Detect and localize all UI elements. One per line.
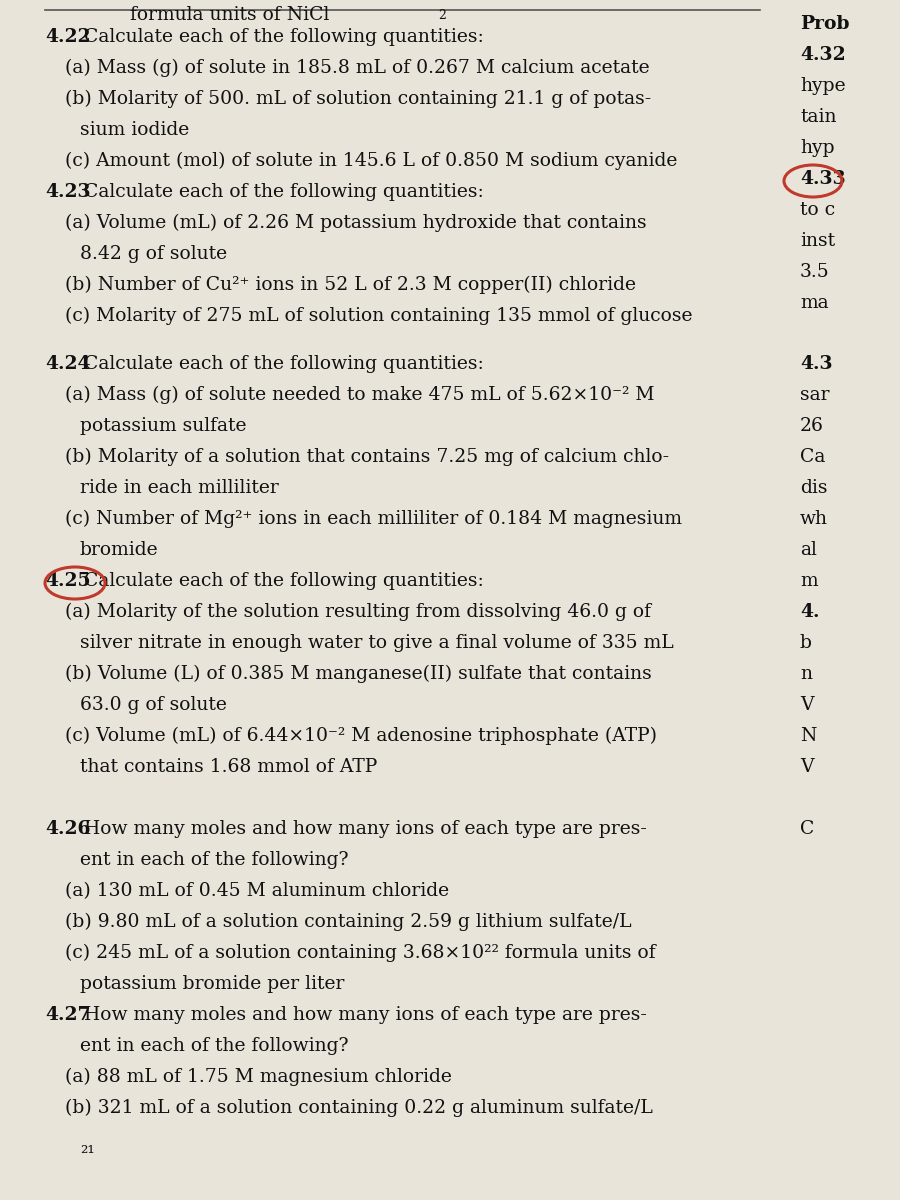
- Text: (b) 9.80 mL of a solution containing 2.59 g lithium sulfate/L: (b) 9.80 mL of a solution containing 2.5…: [65, 913, 632, 931]
- Text: Calculate each of the following quantities:: Calculate each of the following quantiti…: [78, 355, 484, 373]
- Text: (c) Amount (mol) of solute in 145.6 L of 0.850 M sodium cyanide: (c) Amount (mol) of solute in 145.6 L of…: [65, 152, 678, 170]
- Text: (a) Mass (g) of solute in 185.8 mL of 0.267 M calcium acetate: (a) Mass (g) of solute in 185.8 mL of 0.…: [65, 59, 650, 77]
- Text: potassium sulfate: potassium sulfate: [80, 416, 247, 434]
- Text: dis: dis: [800, 479, 827, 497]
- Text: ma: ma: [800, 294, 829, 312]
- Text: Calculate each of the following quantities:: Calculate each of the following quantiti…: [78, 572, 484, 590]
- Text: bromide: bromide: [80, 541, 158, 559]
- Text: hype: hype: [800, 77, 846, 95]
- Text: potassium bromide per liter: potassium bromide per liter: [80, 974, 345, 994]
- Text: to c: to c: [800, 200, 835, 218]
- Text: How many moles and how many ions of each type are pres-: How many moles and how many ions of each…: [78, 820, 647, 838]
- Text: ²¹: ²¹: [80, 1145, 94, 1163]
- Text: wh: wh: [800, 510, 828, 528]
- Text: 4.: 4.: [800, 602, 820, 622]
- Text: (b) Number of Cu²⁺ ions in 52 L of 2.3 M copper(II) chloride: (b) Number of Cu²⁺ ions in 52 L of 2.3 M…: [65, 276, 636, 294]
- Text: Calculate each of the following quantities:: Calculate each of the following quantiti…: [78, 182, 484, 200]
- Text: 3.5: 3.5: [800, 263, 830, 281]
- Text: 2: 2: [438, 8, 446, 22]
- Text: tain: tain: [800, 108, 836, 126]
- Text: (c) Molarity of 275 mL of solution containing 135 mmol of glucose: (c) Molarity of 275 mL of solution conta…: [65, 307, 692, 325]
- Text: N: N: [800, 727, 816, 745]
- Text: 63.0 g of solute: 63.0 g of solute: [80, 696, 227, 714]
- Text: C: C: [800, 820, 814, 838]
- Text: sar: sar: [800, 386, 830, 404]
- Text: How many moles and how many ions of each type are pres-: How many moles and how many ions of each…: [78, 1006, 647, 1024]
- Text: (c) Volume (mL) of 6.44×10⁻² M adenosine triphosphate (ATP): (c) Volume (mL) of 6.44×10⁻² M adenosine…: [65, 727, 657, 745]
- Text: (c) 245 mL of a solution containing 3.68×10²² formula units of: (c) 245 mL of a solution containing 3.68…: [65, 944, 655, 962]
- Text: ent in each of the following?: ent in each of the following?: [80, 1037, 348, 1055]
- Text: 4.22: 4.22: [45, 28, 91, 46]
- Text: silver nitrate in enough water to give a final volume of 335 mL: silver nitrate in enough water to give a…: [80, 634, 674, 652]
- Text: 26: 26: [800, 416, 824, 434]
- Text: 4.25: 4.25: [45, 572, 91, 590]
- Text: m: m: [800, 572, 817, 590]
- Text: 4.3: 4.3: [800, 355, 832, 373]
- Text: 4.26: 4.26: [45, 820, 91, 838]
- Text: b: b: [800, 634, 812, 652]
- Text: 4.27: 4.27: [45, 1006, 91, 1024]
- Text: (b) Volume (L) of 0.385 M manganese(II) sulfate that contains: (b) Volume (L) of 0.385 M manganese(II) …: [65, 665, 652, 683]
- Text: (a) 130 mL of 0.45 M aluminum chloride: (a) 130 mL of 0.45 M aluminum chloride: [65, 882, 449, 900]
- Text: Prob: Prob: [800, 14, 850, 32]
- Text: Calculate each of the following quantities:: Calculate each of the following quantiti…: [78, 28, 484, 46]
- Text: Ca: Ca: [800, 448, 825, 466]
- Text: hyp: hyp: [800, 139, 834, 157]
- Text: (a) 88 mL of 1.75 M magnesium chloride: (a) 88 mL of 1.75 M magnesium chloride: [65, 1068, 452, 1086]
- Text: (a) Molarity of the solution resulting from dissolving 46.0 g of: (a) Molarity of the solution resulting f…: [65, 602, 651, 622]
- Text: (c) Number of Mg²⁺ ions in each milliliter of 0.184 M magnesium: (c) Number of Mg²⁺ ions in each millilit…: [65, 510, 682, 528]
- Text: that contains 1.68 mmol of ATP: that contains 1.68 mmol of ATP: [80, 758, 377, 776]
- Text: (b) 321 mL of a solution containing 0.22 g aluminum sulfate/L: (b) 321 mL of a solution containing 0.22…: [65, 1099, 652, 1117]
- Text: 4.32: 4.32: [800, 46, 846, 64]
- Text: 8.42 g of solute: 8.42 g of solute: [80, 245, 227, 263]
- Text: 4.24: 4.24: [45, 355, 91, 373]
- Text: V: V: [800, 696, 814, 714]
- Text: ent in each of the following?: ent in each of the following?: [80, 851, 348, 869]
- Text: n: n: [800, 665, 812, 683]
- Text: sium iodide: sium iodide: [80, 121, 189, 139]
- Text: (a) Volume (mL) of 2.26 M potassium hydroxide that contains: (a) Volume (mL) of 2.26 M potassium hydr…: [65, 214, 646, 233]
- Text: al: al: [800, 541, 817, 559]
- Text: formula units of NiCl: formula units of NiCl: [130, 6, 329, 24]
- Text: (b) Molarity of 500. mL of solution containing 21.1 g of potas-: (b) Molarity of 500. mL of solution cont…: [65, 90, 652, 108]
- Text: 4.23: 4.23: [45, 182, 91, 200]
- Text: ride in each milliliter: ride in each milliliter: [80, 479, 279, 497]
- Text: (a) Mass (g) of solute needed to make 475 mL of 5.62×10⁻² M: (a) Mass (g) of solute needed to make 47…: [65, 386, 654, 404]
- Text: 4.33: 4.33: [800, 170, 846, 188]
- Text: (b) Molarity of a solution that contains 7.25 mg of calcium chlo-: (b) Molarity of a solution that contains…: [65, 448, 669, 467]
- Text: V: V: [800, 758, 814, 776]
- Text: inst: inst: [800, 232, 835, 250]
